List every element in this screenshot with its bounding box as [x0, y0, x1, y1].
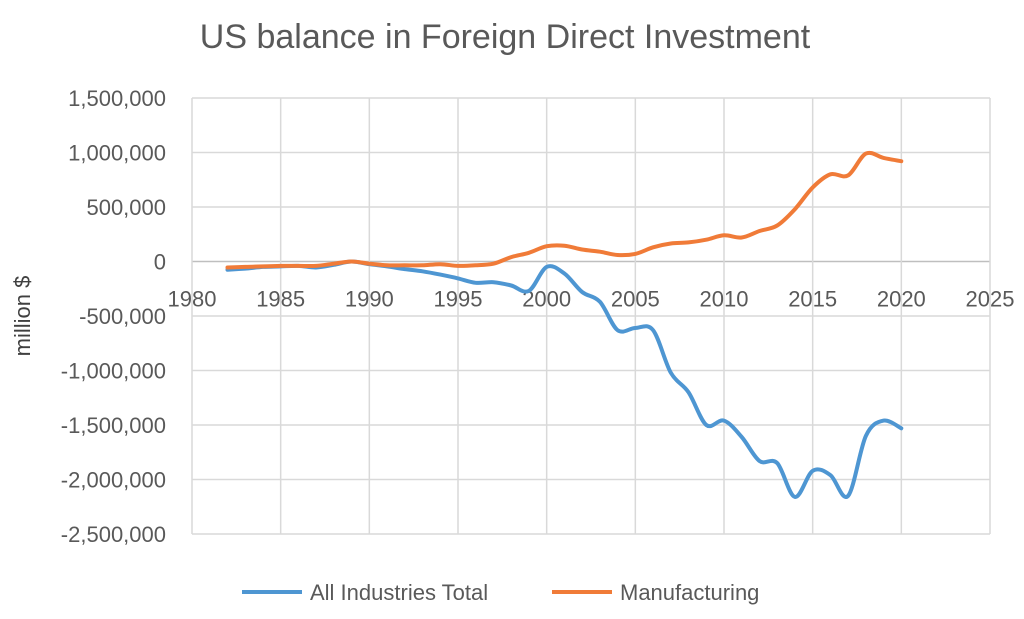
y-tick-label: -1,000,000	[61, 359, 166, 384]
x-tick-label: 1995	[434, 287, 483, 312]
y-axis-label: million $	[10, 276, 35, 357]
y-tick-label: 500,000	[86, 195, 166, 220]
x-tick-label: 2020	[877, 287, 926, 312]
y-tick-label: -2,500,000	[61, 522, 166, 547]
y-tick-label: 1,500,000	[68, 86, 166, 111]
legend-label: All Industries Total	[310, 580, 488, 605]
x-tick-label: 1985	[256, 287, 305, 312]
series-layer	[225, 150, 904, 500]
y-tick-label: -500,000	[79, 304, 166, 329]
y-tick-layer: 1,500,000 1,000,000 500,000 0 -500,000 -1,000…	[61, 86, 166, 547]
y-tick-label: 0	[154, 250, 166, 275]
series-line-2	[225, 150, 904, 270]
legend: All Industries Total Manufacturing	[242, 580, 759, 605]
x-tick-label: 2025	[966, 287, 1015, 312]
x-tick-label: 2005	[611, 287, 660, 312]
x-tick-layer: 1980 1985 1990 1995 2000 2005 2010 2015 2020 2025	[168, 287, 1015, 312]
legend-label: Manufacturing	[620, 580, 759, 605]
legend-item: All Industries Total	[242, 580, 488, 605]
x-tick-label: 2015	[788, 287, 837, 312]
y-tick-label: -1,500,000	[61, 413, 166, 438]
grid-layer	[191, 97, 991, 535]
y-tick-label: 1,000,000	[68, 141, 166, 166]
chart-title: US balance in Foreign Direct Investment	[200, 18, 811, 56]
legend-item: Manufacturing	[552, 580, 759, 605]
y-tick-label: -2,000,000	[61, 468, 166, 493]
x-tick-label: 1980	[168, 287, 217, 312]
x-tick-label: 2010	[700, 287, 749, 312]
x-tick-label: 1990	[345, 287, 394, 312]
